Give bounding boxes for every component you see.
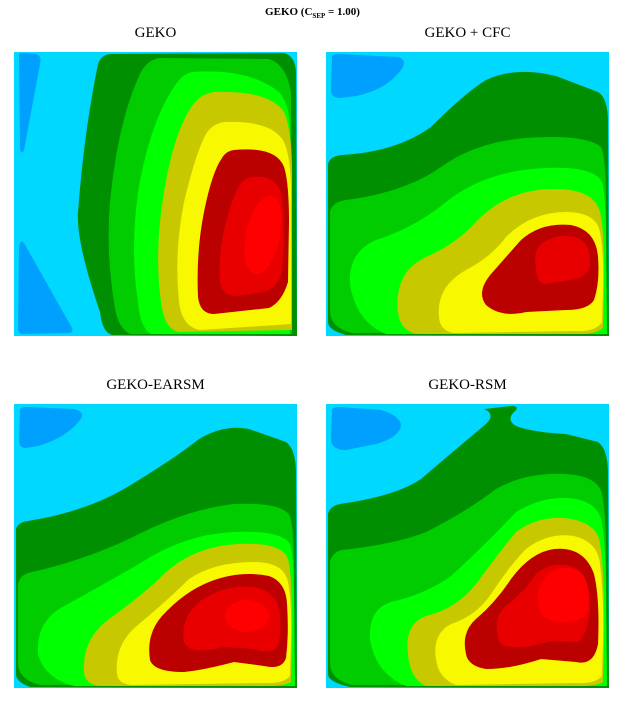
panel-title-geko: GEKO: [134, 25, 177, 41]
contour-plot-geko-rsm: [326, 404, 609, 688]
panel-title-geko-earsm: GEKO-EARSM: [106, 377, 205, 393]
contour-plot-geko-earsm: [14, 404, 297, 688]
figure-title: GEKO (CSEP = 1.00): [265, 6, 360, 21]
panel-title-geko-cfc: GEKO + CFC: [424, 25, 511, 41]
contour-plot-geko-cfc: [326, 52, 609, 336]
contour-plot-geko: [14, 52, 297, 336]
panel-title-geko-rsm: GEKO-RSM: [428, 377, 507, 393]
